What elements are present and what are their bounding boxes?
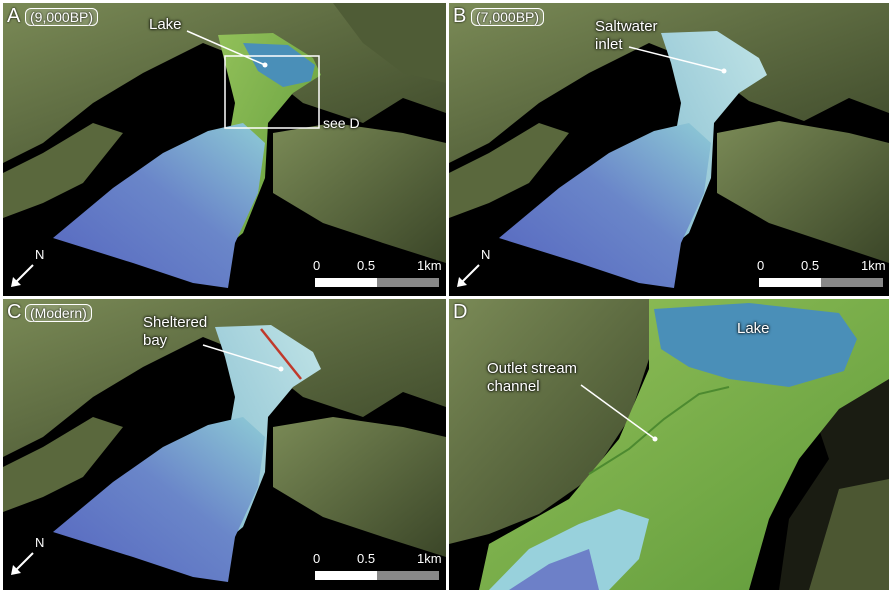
outlet-stream-label-line1: Outlet stream [487,360,578,377]
panel-letter: C [7,301,22,323]
inlet-pointer [628,46,725,72]
north-arrow-icon [11,264,34,287]
panel-c: C (Modern) Sheltered bay N 0 0.5 1km [3,299,446,590]
panel-a: A (9,000BP) Lake see D N 0 0.5 1km [3,3,446,296]
north-arrow: N [9,535,53,579]
scale-bar: 0 0.5 1km [313,551,443,585]
period-badge: (7,000BP) [471,8,545,26]
panel-d: D Lake Outlet stream channel [449,299,889,590]
lake-label: Lake [737,320,770,337]
inset-box [224,55,320,129]
terrain-map-d [449,299,889,590]
panel-letter: D [453,301,468,323]
scale-bar: 0 0.5 1km [757,258,887,292]
north-label: N [35,535,45,550]
scale-bar: 0 0.5 1km [313,258,443,292]
scale-tick-1km: 1km [861,258,886,273]
north-label: N [481,247,491,262]
panel-letter: B [453,5,467,27]
panel-b: B (7,000BP) Saltwater inlet N 0 0.5 1km [449,3,889,296]
red-marker-line [260,328,302,380]
scale-tick-half: 0.5 [357,258,376,273]
period-badge: (Modern) [25,304,92,322]
saltwater-inlet-label-line1: Saltwater [595,18,658,35]
scale-tick-half: 0.5 [357,551,376,566]
scale-tick-1km: 1km [417,551,442,566]
sheltered-bay-label-line1: Sheltered [143,314,208,331]
scale-tick-0: 0 [757,258,765,273]
period-badge: (9,000BP) [25,8,99,26]
terrain-map-a [3,3,446,296]
north-arrow-icon [457,264,480,287]
lake-label: Lake [149,16,182,33]
scale-tick-half: 0.5 [801,258,820,273]
north-arrow: N [455,247,499,291]
north-arrow: N [9,247,53,291]
scale-tick-0: 0 [313,258,321,273]
lake-pointer [186,30,266,66]
outlet-pointer [580,384,656,440]
outlet-stream-label-line2: channel [487,378,540,395]
terrain-map-b [449,3,889,296]
saltwater-inlet-label-line2: inlet [595,36,623,53]
see-d-label: see D [323,115,360,131]
scale-tick-1km: 1km [417,258,442,273]
scale-tick-0: 0 [313,551,321,566]
panel-letter: A [7,5,21,27]
north-label: N [35,247,45,262]
terrain-map-c [3,299,446,590]
bay-pointer [202,344,282,370]
sheltered-bay-label-line2: bay [143,332,168,349]
north-arrow-icon [11,552,34,575]
